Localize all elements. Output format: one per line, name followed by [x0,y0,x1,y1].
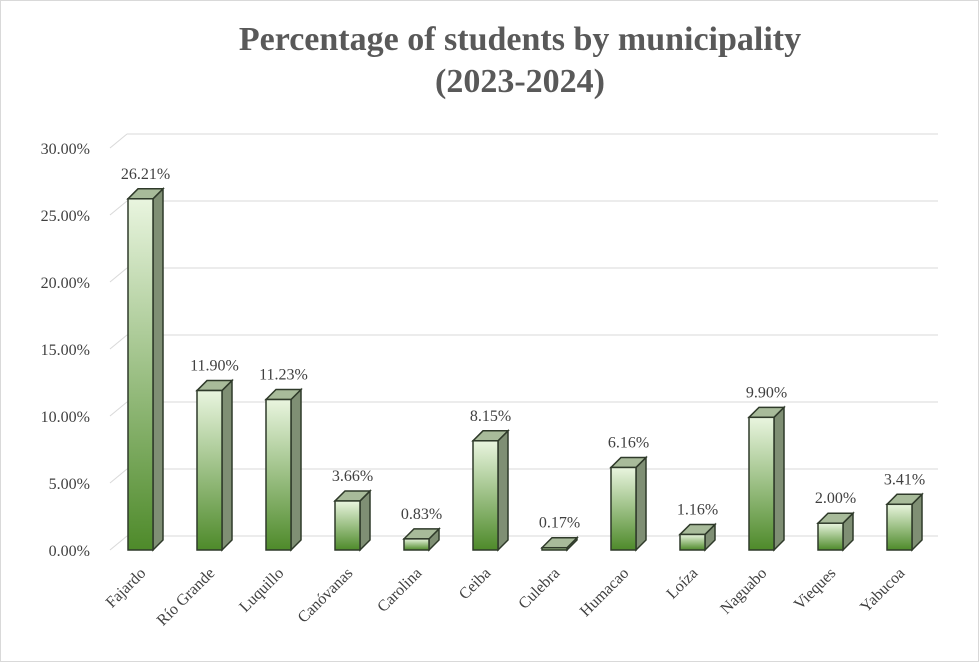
gridlines [109,133,938,551]
data-label: 6.16% [608,434,649,451]
x-tick-label: Culebra [515,565,563,613]
x-tick-label: Río Grande [154,565,218,629]
bars [126,186,924,552]
x-tick-label: Ceiba [456,565,494,603]
y-tick-label: 20.00% [41,275,90,292]
x-tick-label: Humacao [577,565,632,620]
data-label: 0.83% [401,506,442,523]
bar [816,511,855,552]
x-tick-label: Carolina [374,565,425,616]
x-tick-label: Vieques [791,565,839,613]
data-label: 11.90% [190,358,239,375]
chart-title: Percentage of students by municipality [238,21,802,58]
gridline-diagonal [109,200,128,216]
gridline-diagonal [109,334,128,350]
data-label: 2.00% [815,490,856,507]
bar [264,387,303,552]
data-label: 11.23% [259,367,308,384]
x-tick-label: Yabucoa [857,565,908,616]
bar [885,492,924,552]
gridline-diagonal [109,401,128,417]
bar [678,522,717,552]
bar [195,378,234,552]
data-label: 9.90% [746,384,787,401]
bar [333,489,372,552]
x-tick-label: Canóvanas [295,565,357,627]
data-labels: 26.21% 11.90% 11.23% 3.66% 0.83% 8.15% 0.17% 6.… [121,166,925,532]
x-tick-label: Luquillo [236,565,287,616]
data-label: 1.16% [677,501,718,518]
gridline-diagonal [109,535,128,551]
data-label: 3.41% [884,471,925,488]
bar [402,527,441,552]
bar [747,405,786,552]
gridline-diagonal [109,267,128,283]
bar [126,186,165,552]
y-tick-label: 5.00% [49,476,90,493]
bar [540,535,579,552]
data-label: 0.17% [539,515,580,532]
x-tick-label: Fajardo [103,565,150,612]
x-axis-ticks: Fajardo Río Grande Luquillo Canóvanas Caroli… [103,565,909,629]
data-label: 8.15% [470,408,511,425]
chart-subtitle: (2023-2024) [435,63,605,100]
y-tick-label: 10.00% [41,409,90,426]
x-tick-label: Naguabo [717,565,770,618]
y-tick-label: 15.00% [41,342,90,359]
gridline-diagonal [109,468,128,484]
data-label: 26.21% [121,166,170,183]
x-tick-label: Loíza [664,565,702,603]
y-tick-label: 25.00% [41,208,90,225]
y-tick-label: 0.00% [49,543,90,560]
y-axis-ticks: 0.00% 5.00% 10.00% 15.00% 20.00% 25.00% 30.00% [41,141,90,560]
bar [471,428,510,552]
bar [609,455,648,552]
data-label: 3.66% [332,468,373,485]
y-tick-label: 30.00% [41,141,90,158]
gridline-diagonal [109,133,128,149]
